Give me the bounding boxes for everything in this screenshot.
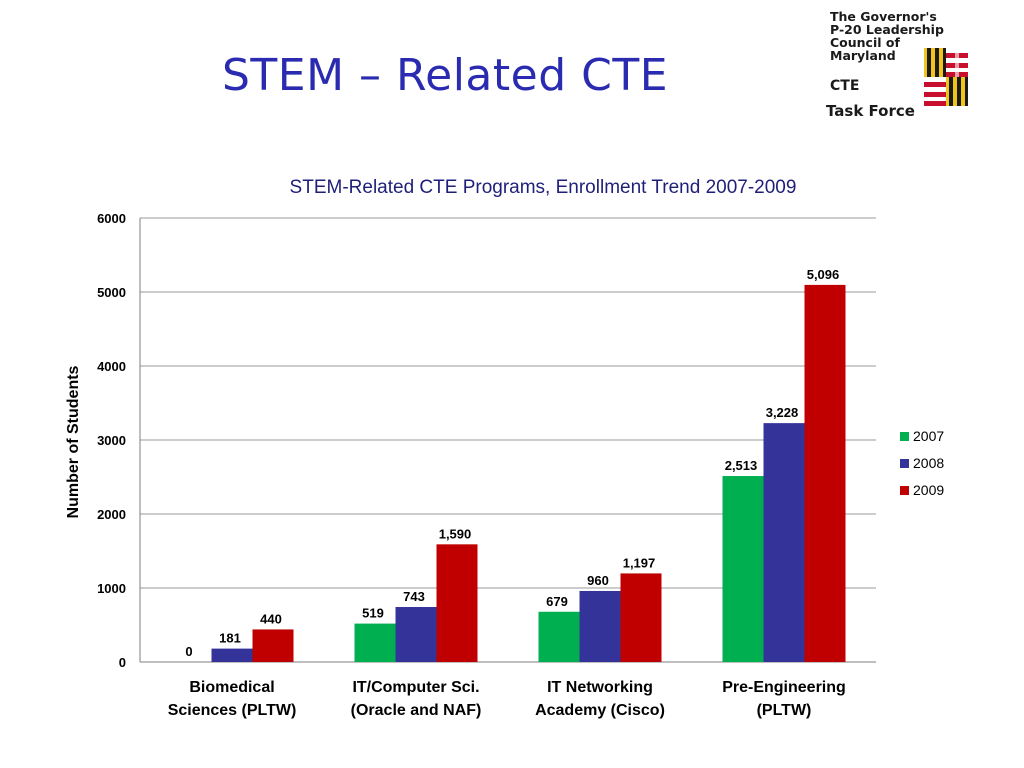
legend-label-2008: 2008: [913, 455, 944, 471]
bar-2007: [538, 611, 580, 662]
y-tick-label: 5000: [97, 285, 126, 300]
bar-2009: [804, 284, 846, 662]
chart-title: STEM-Related CTE Programs, Enrollment Tr…: [290, 177, 797, 198]
x-category-label: Biomedical: [189, 679, 274, 696]
data-label: 519: [362, 606, 384, 621]
x-category-label: (PLTW): [757, 702, 812, 719]
bar-2008: [211, 648, 253, 662]
logo-line-3: Council of: [830, 35, 900, 50]
bar-2008: [763, 423, 805, 662]
x-category-label: IT Networking: [547, 679, 653, 696]
bar-2007: [722, 476, 764, 662]
maryland-flag-icon: [924, 48, 968, 106]
data-label: 1,197: [623, 555, 656, 570]
x-category-label: Academy (Cisco): [535, 702, 665, 719]
y-tick-label: 4000: [97, 359, 126, 374]
legend-swatch-2007: [900, 432, 909, 441]
logo-line-2: P-20 Leadership: [830, 22, 944, 37]
logo-cte: CTE: [830, 78, 860, 94]
data-label: 3,228: [766, 405, 799, 420]
data-label: 2,513: [725, 458, 758, 473]
logo-task-force: Task Force: [826, 102, 915, 120]
bar-2009: [436, 544, 478, 662]
y-tick-label: 3000: [97, 433, 126, 448]
bar-2007: [354, 623, 396, 662]
bar-2009: [620, 573, 662, 662]
data-label: 743: [403, 589, 425, 604]
task-force-logo: The Governor's P-20 Leadership Council o…: [820, 6, 970, 124]
logo-line-1: The Governor's: [830, 9, 937, 24]
y-tick-label: 2000: [97, 507, 126, 522]
x-category-label: (Oracle and NAF): [351, 702, 482, 719]
bar-2009: [252, 629, 294, 662]
y-tick-label: 1000: [97, 581, 126, 596]
legend-swatch-2009: [900, 486, 909, 495]
data-label: 679: [546, 594, 568, 609]
data-label: 440: [260, 611, 282, 626]
data-label: 1,590: [439, 526, 472, 541]
x-category-label: IT/Computer Sci.: [352, 679, 479, 696]
x-category-label: Pre-Engineering: [722, 679, 846, 696]
x-category-label: Sciences (PLTW): [168, 702, 297, 719]
data-label: 960: [587, 573, 609, 588]
bar-2008: [579, 590, 621, 662]
bar-2008: [395, 607, 437, 662]
legend-label-2009: 2009: [913, 482, 944, 498]
y-tick-label: 0: [119, 655, 126, 670]
data-label: 5,096: [807, 267, 840, 282]
legend-swatch-2008: [900, 459, 909, 468]
y-tick-label: 6000: [97, 211, 126, 226]
logo-line-4: Maryland: [830, 48, 896, 63]
legend-label-2007: 2007: [913, 428, 944, 444]
slide-title: STEM – Related CTE: [222, 50, 669, 101]
data-label: 0: [185, 644, 192, 659]
data-label: 181: [219, 631, 241, 646]
y-axis-label: Number of Students: [65, 365, 82, 518]
